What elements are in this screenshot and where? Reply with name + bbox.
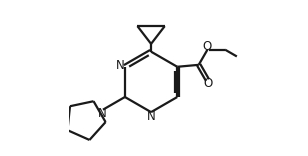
Text: O: O <box>203 40 212 53</box>
Text: O: O <box>203 77 213 90</box>
Text: N: N <box>98 107 106 120</box>
Text: N: N <box>116 59 125 72</box>
Text: N: N <box>147 110 156 122</box>
